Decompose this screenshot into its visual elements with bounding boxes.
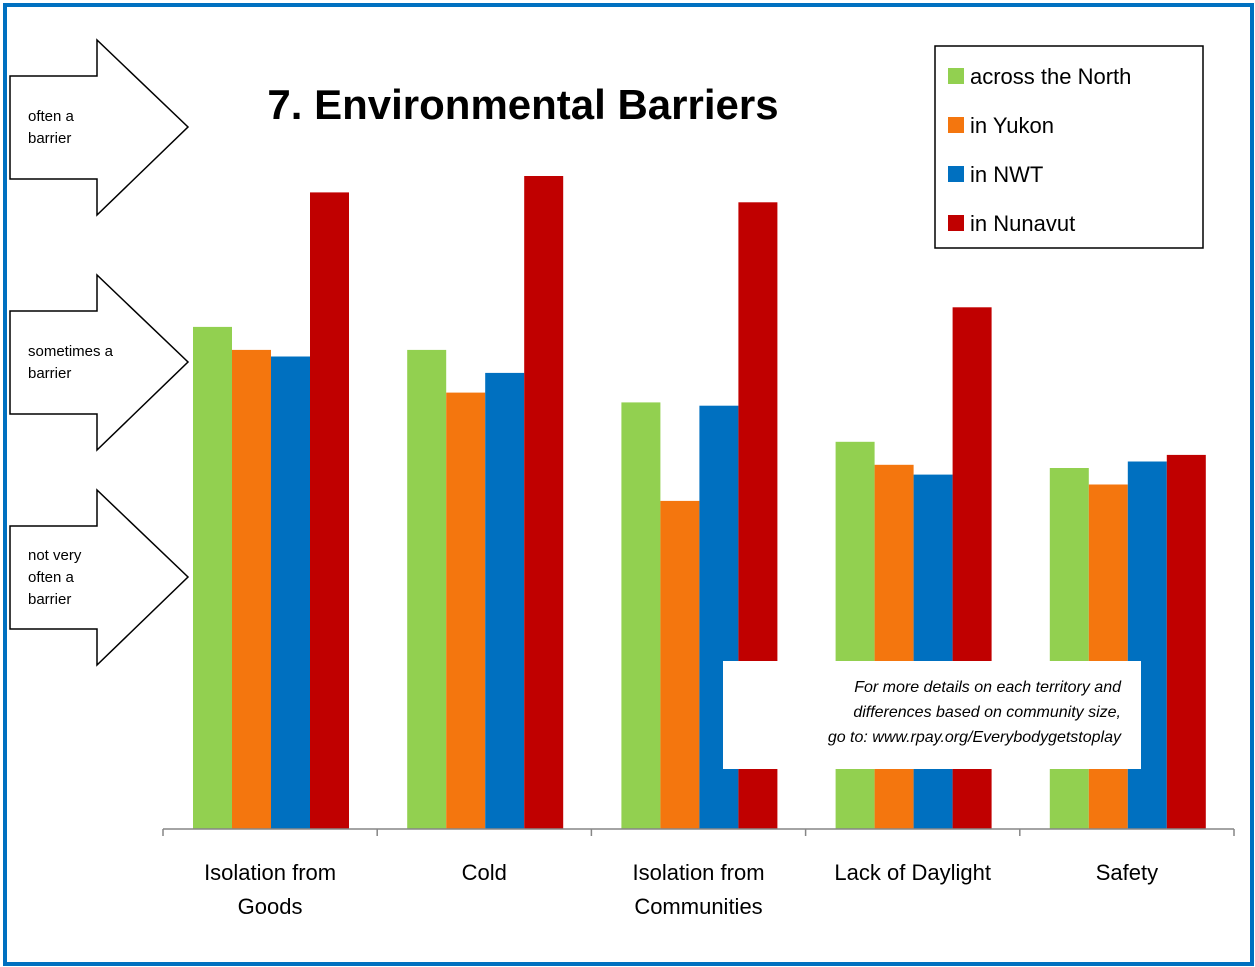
scale-arrow xyxy=(9,488,190,667)
scale-marker-label: barrier xyxy=(28,130,71,147)
bar-in-yukon-2 xyxy=(660,500,700,829)
legend-label: in Nunavut xyxy=(970,211,1075,236)
scale-marker-label: sometimes a xyxy=(28,343,114,360)
bar-in-yukon-4 xyxy=(1088,484,1128,829)
legend-swatch xyxy=(948,215,964,231)
x-tick-label: Goods xyxy=(238,894,303,919)
x-tick-label: Lack of Daylight xyxy=(834,860,991,885)
bar-across-the-north-1 xyxy=(407,349,447,829)
bar-in-nwt-0 xyxy=(271,356,310,829)
scale-arrow xyxy=(9,38,190,217)
legend-label: in Yukon xyxy=(970,113,1054,138)
x-tick-label: Safety xyxy=(1096,860,1158,885)
legend-label: across the North xyxy=(970,64,1131,89)
bar-across-the-north-2 xyxy=(621,402,661,829)
bar-in-nwt-1 xyxy=(485,372,525,829)
scale-arrow xyxy=(9,273,190,452)
legend-box xyxy=(934,45,1204,249)
x-tick-label: Isolation from xyxy=(632,860,764,885)
x-tick-label: Isolation from xyxy=(204,860,336,885)
bar-across-the-north-4 xyxy=(1049,468,1089,829)
note-box xyxy=(723,661,1141,769)
legend-swatch xyxy=(948,117,964,133)
bar-in-yukon-0 xyxy=(232,349,271,829)
scale-marker-label: often a xyxy=(28,108,75,125)
legend-label: in NWT xyxy=(970,162,1043,187)
scale-marker-label: barrier xyxy=(28,591,71,608)
legend-swatch xyxy=(948,68,964,84)
bar-across-the-north-0 xyxy=(193,326,232,829)
note-text-line: go to: www.rpay.org/Everybodygetstoplay xyxy=(828,729,1122,746)
bar-in-nunavut-0 xyxy=(310,192,349,829)
scale-marker-label: not very xyxy=(28,547,82,564)
x-tick-label: Cold xyxy=(462,860,507,885)
bar-across-the-north-3 xyxy=(835,441,875,829)
scale-marker-label: often a xyxy=(28,569,75,586)
bar-in-nwt-3 xyxy=(913,474,953,829)
bar-in-nunavut-1 xyxy=(524,176,564,829)
bar-in-yukon-3 xyxy=(874,464,914,829)
bar-in-yukon-1 xyxy=(446,392,486,829)
bar-in-nunavut-4 xyxy=(1166,454,1206,829)
bar-in-nwt-4 xyxy=(1127,461,1167,829)
note-text-line: differences based on community size, xyxy=(853,704,1121,721)
legend-swatch xyxy=(948,166,964,182)
x-tick-label: Communities xyxy=(634,894,762,919)
scale-marker-label: barrier xyxy=(28,365,71,382)
chart-title: 7. Environmental Barriers xyxy=(267,81,778,128)
note-text-line: For more details on each territory and xyxy=(854,679,1122,696)
